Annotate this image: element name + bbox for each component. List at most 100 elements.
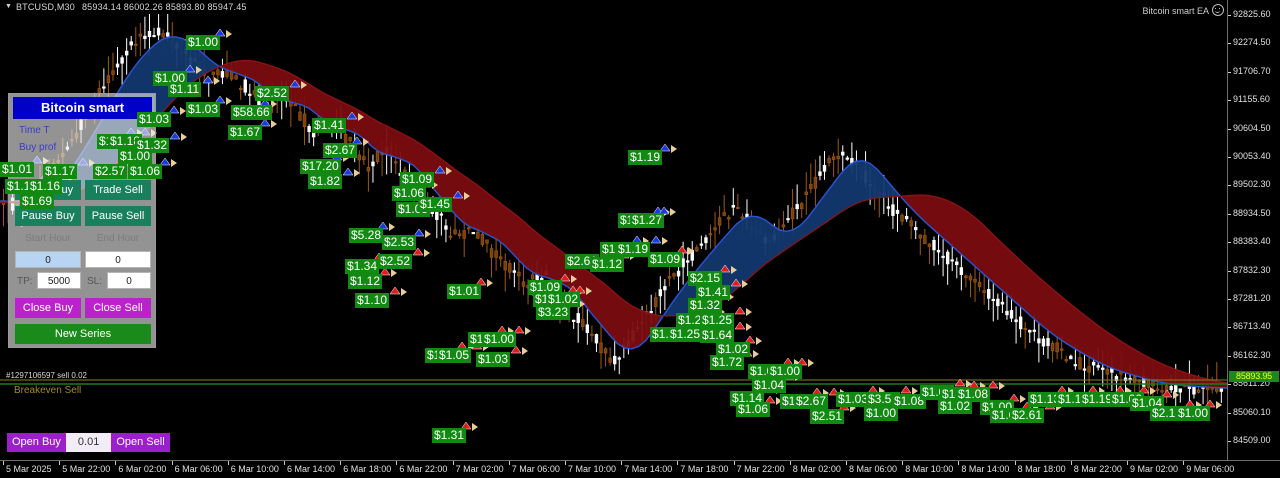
triangle-down-icon[interactable]: ▼	[5, 3, 12, 10]
profit-label: $1.19	[628, 150, 663, 165]
profit-label: $1.01	[447, 284, 482, 299]
profit-label: $1.03	[476, 352, 511, 367]
profit-label: $1.41	[312, 118, 347, 133]
lot-size-input[interactable]: 0.01	[65, 433, 112, 452]
panel-buy-profit-label: Buy prof	[19, 142, 57, 153]
profit-label: $1.17	[43, 164, 78, 179]
profit-label: $2.15	[688, 271, 723, 286]
chart-title-bar: ▼ BTCUSD,M30 85934.14 86002.26 85893.80 85…	[0, 0, 1280, 14]
profit-label: $1.05	[437, 348, 472, 363]
profit-label: $2.67	[323, 143, 358, 158]
profit-label: $17.20	[300, 159, 341, 174]
profit-label: $2.52	[255, 86, 290, 101]
expert-advisor-label: Bitcoin smart EA	[1142, 6, 1209, 16]
profit-label: $2.61	[1010, 408, 1045, 423]
profit-label: $1.08	[956, 387, 991, 402]
profit-label: $1.00	[768, 364, 803, 379]
profit-label: $5.28	[349, 228, 384, 243]
profit-label: $1.10	[355, 293, 390, 308]
profit-label: $1.02	[716, 342, 751, 357]
profit-label: $1.25	[668, 327, 703, 342]
profit-label: $1.69	[20, 194, 55, 209]
profit-label: $1.64	[700, 328, 735, 343]
profit-label: $2.18	[1150, 406, 1185, 421]
ea-control-panel[interactable]: Bitcoin smart Time T Buy prof Trade Buy …	[8, 93, 156, 348]
sl-input[interactable]: 0	[107, 272, 151, 289]
profit-label: $1.32	[688, 298, 723, 313]
profit-label: $1.25	[700, 313, 735, 328]
chart-symbol-label: BTCUSD,M30	[15, 2, 75, 12]
profit-label: $1.16	[28, 179, 63, 194]
profit-label: $1.08	[892, 394, 927, 409]
profit-label: $1.12	[590, 257, 625, 272]
profit-label: $1.00	[482, 332, 517, 347]
profit-label: $1.19	[616, 242, 651, 257]
profit-label: $2.52	[378, 254, 413, 269]
current-price-tag: 85893.95	[1229, 371, 1279, 382]
end-hour-label: End Hour	[96, 233, 140, 244]
open-buy-button[interactable]: Open Buy	[7, 433, 66, 452]
new-series-button[interactable]: New Series	[15, 324, 151, 344]
panel-time-label: Time T	[19, 125, 50, 136]
tp-input[interactable]: 5000	[37, 272, 81, 289]
profit-label: $3.23	[536, 305, 571, 320]
pause-buy-button[interactable]: Pause Buy	[15, 206, 81, 226]
sl-label: SL:	[87, 276, 103, 287]
profit-label: $1.67	[228, 125, 263, 140]
profit-label: $1.11	[168, 82, 202, 97]
profit-label: $2.67	[794, 394, 829, 409]
profit-label: $1.06	[128, 164, 163, 179]
profit-label: $1.31	[432, 428, 467, 443]
chart-ohlc-values: 85934.14 86002.26 85893.80 85947.45	[81, 2, 247, 12]
open-sell-button[interactable]: Open Sell	[111, 433, 170, 452]
profit-label: $1.27	[630, 213, 665, 228]
one-click-trading-toolbar[interactable]: Open Buy 0.01 Open Sell	[7, 433, 170, 452]
start-hour-label: Start Hour	[25, 233, 71, 244]
panel-title: Bitcoin smart	[13, 97, 152, 119]
profit-label: $1.09	[400, 172, 435, 187]
profit-label: $1.19	[1080, 392, 1115, 407]
profit-label: $1.00	[864, 406, 899, 421]
profit-label: $1.01	[0, 162, 35, 177]
profit-label: $1.00	[1176, 406, 1211, 421]
profit-label: $1.41	[696, 285, 731, 300]
profit-label: $3.55	[866, 392, 901, 407]
profit-label: $1.82	[308, 174, 343, 189]
smiley-icon	[1212, 4, 1224, 16]
close-buy-button[interactable]: Close Buy	[15, 298, 81, 318]
close-sell-button[interactable]: Close Sell	[85, 298, 151, 318]
profit-label: $1.45	[418, 197, 453, 212]
profit-label: $1.02	[938, 399, 973, 414]
price-scale[interactable]: 92825.60 92274.50 91706.70 91155.60 90604.50…	[1227, 0, 1280, 460]
pause-sell-button[interactable]: Pause Sell	[85, 206, 151, 226]
profit-label: $1.18	[108, 134, 143, 149]
profit-label: $2.53	[382, 235, 417, 250]
profit-label: $1.03	[836, 392, 871, 407]
profit-label: $1.13	[1028, 392, 1063, 407]
profit-label: $1.72	[710, 355, 745, 370]
profit-label: $1.03	[186, 102, 221, 117]
breakeven-label: Breakeven Sell	[14, 385, 82, 396]
expert-advisor-badge: Bitcoin smart EA	[1142, 4, 1224, 16]
profit-label: $1.04	[752, 378, 787, 393]
profit-label: $1.06	[736, 402, 771, 417]
profit-label: $1.03	[137, 112, 172, 127]
profit-label: $1.02	[546, 292, 581, 307]
profit-label: $58.66	[231, 105, 272, 120]
profit-label: $1.00	[118, 149, 153, 164]
profit-label: $1.00	[186, 35, 221, 50]
profit-label: $1.09	[648, 252, 683, 267]
time-scale[interactable]: 5 Mar 2025 5 Mar 22:00 6 Mar 02:00 6 Mar 06…	[0, 460, 1280, 478]
profit-label: $2.57	[93, 164, 128, 179]
tp-label: TP:	[17, 276, 33, 287]
profit-label: $1.06	[392, 186, 427, 201]
start-hour-input[interactable]: 0	[15, 251, 81, 268]
order-ticket-label: #1297106597 sell 0.02	[6, 371, 87, 380]
profit-label: $2.51	[810, 409, 845, 424]
trade-sell-button[interactable]: Trade Sell	[85, 180, 151, 200]
profit-label: $1.09	[528, 280, 563, 295]
profit-label: $1.34	[345, 259, 380, 274]
end-hour-input[interactable]: 0	[85, 251, 151, 268]
profit-label: $1.12	[348, 274, 383, 289]
